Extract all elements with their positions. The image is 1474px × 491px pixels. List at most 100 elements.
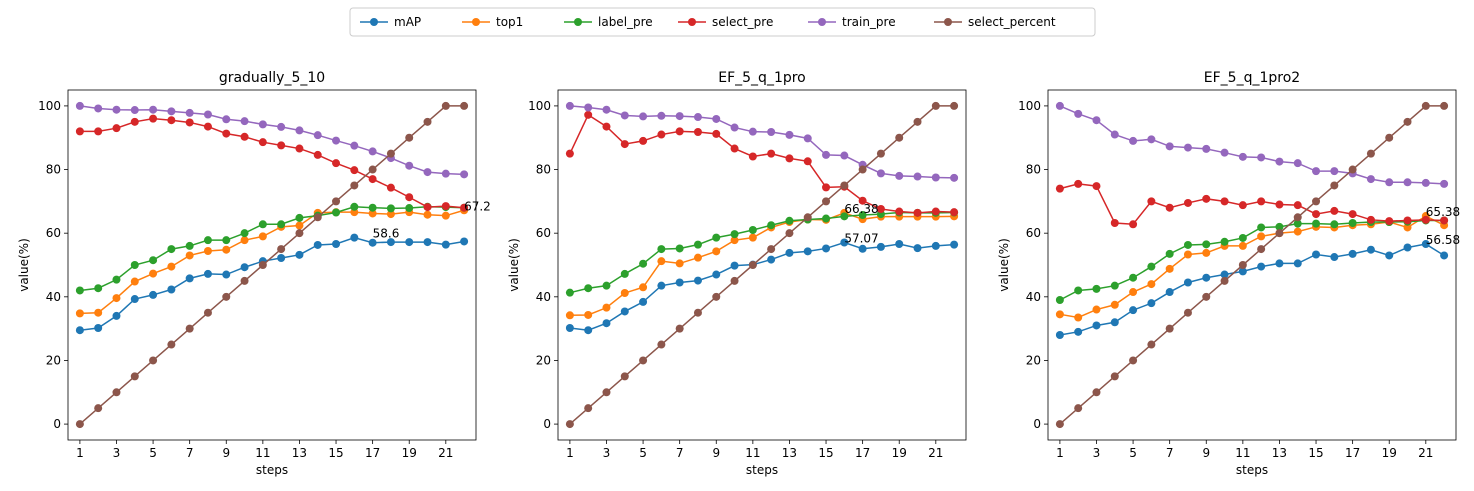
x-tick-label: 15 <box>328 446 343 460</box>
data-point <box>1275 200 1284 209</box>
data-point <box>584 310 593 319</box>
data-point <box>350 181 359 190</box>
data-point <box>767 255 776 264</box>
data-point <box>1220 270 1229 279</box>
data-point <box>1275 157 1284 166</box>
data-point <box>876 169 885 178</box>
data-point <box>730 236 739 245</box>
data-point <box>75 101 84 110</box>
data-point <box>1330 181 1339 190</box>
series-line <box>79 105 465 176</box>
data-point <box>222 115 231 124</box>
data-point <box>1110 318 1119 327</box>
data-point <box>1293 159 1302 168</box>
data-point <box>405 193 414 202</box>
data-point <box>1257 223 1266 232</box>
data-point <box>1147 262 1156 271</box>
x-tick-label: 13 <box>1272 446 1287 460</box>
data-point <box>1293 213 1302 222</box>
data-point <box>693 276 702 285</box>
x-tick-label: 15 <box>1308 446 1323 460</box>
data-annotation: 57.07 <box>844 232 878 246</box>
y-tick-label: 40 <box>536 290 551 304</box>
data-point <box>767 221 776 230</box>
series-select-pre <box>1055 179 1449 229</box>
data-point <box>1092 321 1101 330</box>
series-line <box>79 105 465 425</box>
data-point <box>620 269 629 278</box>
data-point <box>1366 215 1375 224</box>
y-tick-label: 60 <box>46 226 61 240</box>
y-axis-label: value(%) <box>507 238 521 292</box>
y-tick-label: 100 <box>38 99 61 113</box>
data-point <box>639 356 648 365</box>
legend-label: top1 <box>496 15 523 29</box>
x-tick-label: 3 <box>603 446 611 460</box>
data-point <box>1110 300 1119 309</box>
x-tick-label: 9 <box>712 446 720 460</box>
x-tick-label: 17 <box>365 446 380 460</box>
data-point <box>639 259 648 268</box>
data-point <box>386 183 395 192</box>
data-point <box>368 165 377 174</box>
data-point <box>441 240 450 249</box>
data-point <box>693 128 702 136</box>
data-point <box>1238 201 1247 210</box>
data-point <box>620 140 629 149</box>
series-line <box>569 105 955 425</box>
x-tick-label: 17 <box>1345 446 1360 460</box>
data-point <box>1055 331 1064 339</box>
data-point <box>876 205 885 213</box>
data-point <box>277 141 286 150</box>
data-point <box>675 278 684 287</box>
data-point <box>657 340 666 349</box>
data-point <box>895 207 904 216</box>
data-point <box>460 170 469 179</box>
data-point <box>240 263 249 272</box>
series-select-percent <box>1055 101 1449 429</box>
data-point <box>693 253 702 262</box>
data-point <box>1110 372 1119 381</box>
data-point <box>822 244 831 253</box>
data-point <box>441 101 450 110</box>
data-point <box>185 241 194 250</box>
legend-entry-select-percent: select_percent <box>934 15 1056 29</box>
series-train-pre <box>75 101 469 179</box>
data-point <box>785 229 794 238</box>
data-point <box>1220 237 1229 246</box>
y-tick-label: 20 <box>1026 353 1041 367</box>
data-point <box>368 147 377 156</box>
y-tick-label: 60 <box>1026 226 1041 240</box>
data-point <box>602 303 611 312</box>
data-point <box>1092 116 1101 125</box>
data-point <box>1403 178 1412 187</box>
data-point <box>185 274 194 283</box>
data-point <box>1129 220 1138 229</box>
data-point <box>112 275 121 284</box>
data-point <box>405 161 414 170</box>
data-point <box>130 117 139 126</box>
data-point <box>167 285 176 294</box>
data-point <box>258 232 267 241</box>
data-point <box>75 326 84 335</box>
x-axis-label: steps <box>746 463 778 477</box>
data-point <box>222 270 231 279</box>
series-line <box>1059 105 1445 185</box>
series-line <box>1059 105 1445 425</box>
data-point <box>1055 310 1064 319</box>
series-line <box>569 113 955 214</box>
data-point <box>1238 152 1247 161</box>
data-point <box>1238 233 1247 242</box>
data-point <box>441 202 450 211</box>
series-label-pre <box>565 208 959 297</box>
data-point <box>1147 280 1156 289</box>
data-point <box>185 251 194 260</box>
data-annotation: 58.6 <box>373 227 400 241</box>
series-top1 <box>1055 212 1449 322</box>
x-axis-label: steps <box>256 463 288 477</box>
data-point <box>167 116 176 125</box>
y-axis-label: value(%) <box>997 238 1011 292</box>
data-point <box>785 248 794 257</box>
data-point <box>423 117 432 126</box>
legend: mAP top1 label_pre select_pre train_pre selec… <box>349 7 1096 37</box>
